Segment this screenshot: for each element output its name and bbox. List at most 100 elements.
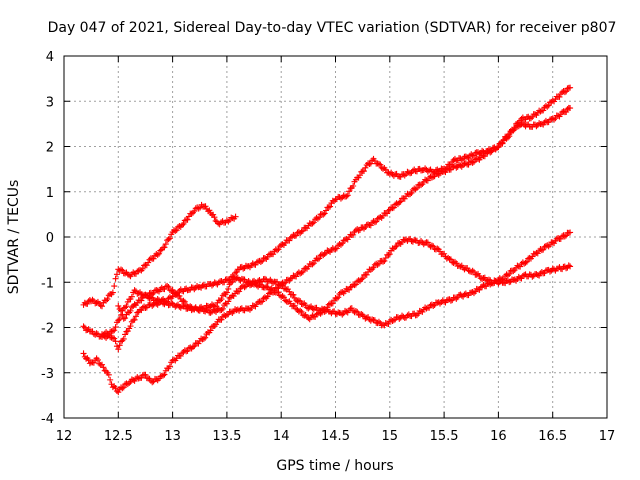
data-point (176, 292, 183, 299)
data-point (354, 308, 361, 315)
data-point (384, 210, 391, 217)
data-point (261, 275, 268, 282)
data-point (275, 246, 282, 253)
data-point (488, 148, 495, 155)
data-point (206, 207, 213, 214)
data-point (225, 277, 232, 284)
data-point (218, 316, 225, 323)
data-point (337, 195, 344, 202)
data-point (195, 205, 202, 212)
data-point (280, 294, 287, 301)
data-point (208, 282, 215, 289)
x-tick-label: 13.5 (212, 429, 241, 444)
data-point (143, 304, 150, 311)
data-point (105, 292, 112, 299)
data-point (191, 286, 198, 293)
data-point (127, 307, 134, 314)
data-point (197, 204, 204, 211)
data-point (139, 265, 146, 272)
data-point (249, 278, 256, 285)
data-point (134, 268, 141, 275)
data-point (149, 302, 156, 309)
x-tick-label: 15 (382, 429, 399, 444)
data-point (397, 173, 404, 180)
data-point (130, 377, 137, 384)
data-point (297, 298, 304, 305)
data-point (130, 269, 137, 276)
data-point (188, 210, 195, 217)
data-point (173, 227, 180, 234)
data-point (504, 134, 511, 141)
data-point (401, 172, 408, 179)
data-point (232, 270, 239, 277)
data-point (120, 335, 127, 342)
data-point (542, 267, 549, 274)
data-point (219, 292, 226, 299)
x-tick-label: 12 (56, 429, 73, 444)
data-point (514, 262, 521, 269)
data-point (218, 296, 225, 303)
data-point (119, 385, 126, 392)
data-point (545, 102, 552, 109)
data-point (492, 277, 499, 284)
data-point (511, 276, 518, 283)
data-point (274, 247, 281, 254)
data-point (305, 315, 312, 322)
data-point (275, 289, 282, 296)
data-point (331, 246, 338, 253)
data-point (279, 241, 286, 248)
data-point (279, 292, 286, 299)
data-point (290, 231, 297, 238)
data-point (295, 297, 302, 304)
data-point (335, 294, 342, 301)
data-point (208, 323, 215, 330)
data-point (563, 265, 570, 272)
data-point (184, 347, 191, 354)
data-point (316, 255, 323, 262)
data-point (105, 371, 112, 378)
x-tick-label: 16 (490, 429, 507, 444)
data-point (160, 372, 167, 379)
data-point (538, 268, 545, 275)
data-point (259, 258, 266, 265)
data-point (305, 263, 312, 270)
data-point (274, 278, 281, 285)
data-point (521, 271, 528, 278)
data-point (456, 292, 463, 299)
data-point (428, 242, 435, 249)
data-point (358, 276, 365, 283)
data-point (385, 320, 392, 327)
data-point (333, 245, 340, 252)
y-tick-label: 1 (46, 186, 54, 201)
data-point (336, 240, 343, 247)
data-point (396, 199, 403, 206)
data-point (259, 298, 266, 305)
data-point (510, 127, 517, 134)
data-point (202, 203, 209, 210)
data-point (430, 243, 437, 250)
data-point (118, 307, 125, 314)
data-point (282, 279, 289, 286)
data-point (400, 313, 407, 320)
data-point (170, 289, 177, 296)
data-point (445, 165, 452, 172)
data-point (422, 165, 429, 172)
data-point (111, 283, 118, 290)
data-point (561, 233, 568, 240)
y-tick-label: 2 (46, 141, 54, 156)
data-point (298, 228, 305, 235)
data-point (464, 265, 471, 272)
data-point (154, 287, 161, 294)
data-point (302, 302, 309, 309)
data-point (488, 280, 495, 287)
data-point (350, 231, 357, 238)
data-point (310, 260, 317, 267)
data-point (567, 263, 574, 270)
series-track-5 (115, 229, 574, 329)
data-point (499, 140, 506, 147)
data-point (347, 284, 354, 291)
data-point (494, 144, 501, 151)
data-point (423, 305, 430, 312)
data-point (371, 219, 378, 226)
data-point (339, 311, 346, 318)
